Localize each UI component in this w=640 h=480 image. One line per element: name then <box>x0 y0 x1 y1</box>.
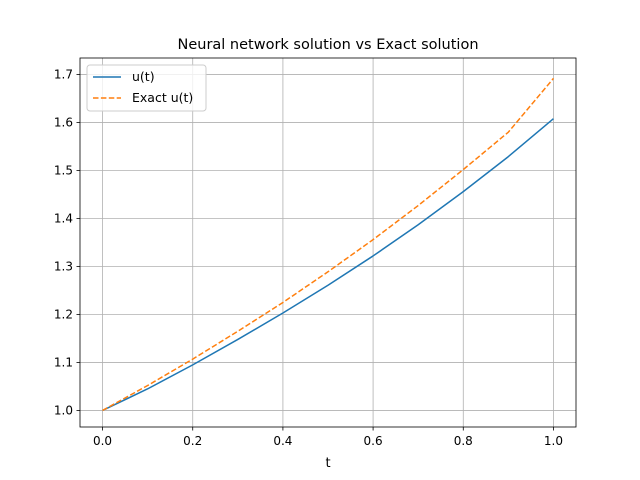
series-line-u <box>102 118 554 412</box>
legend-label-exact: Exact u(t) <box>132 90 193 105</box>
y-tick-label: 1.2 <box>54 307 73 321</box>
series-line-exact <box>102 77 555 412</box>
chart-title: Neural network solution vs Exact solutio… <box>177 37 478 53</box>
x-tick-label: 0.6 <box>364 434 383 448</box>
plot-frame <box>79 57 577 428</box>
x-axis-label: t <box>325 456 330 471</box>
plot-lines <box>102 77 555 412</box>
y-tick-label: 1.5 <box>54 164 73 178</box>
y-tick-label: 1.6 <box>54 116 73 130</box>
x-tick-label: 1.0 <box>544 434 563 448</box>
x-tick-label: 0.2 <box>183 434 202 448</box>
x-tick-label: 0.0 <box>93 434 112 448</box>
x-tick-label: 0.8 <box>454 434 473 448</box>
legend-label-u: u(t) <box>132 69 155 84</box>
y-tick-label: 1.1 <box>54 355 73 369</box>
y-tick-label: 1.0 <box>54 403 73 417</box>
y-axis-ticks: 1.0 1.1 1.2 1.3 1.4 1.5 1.6 1.7 <box>54 68 80 417</box>
y-tick-label: 1.7 <box>54 68 73 82</box>
x-axis-ticks: 0.0 0.2 0.4 0.6 0.8 1.0 <box>93 427 563 448</box>
y-tick-label: 1.3 <box>54 259 73 273</box>
x-tick-label: 0.4 <box>273 434 292 448</box>
y-tick-label: 1.4 <box>54 212 73 226</box>
grid <box>80 58 576 427</box>
legend: u(t) Exact u(t) <box>86 64 207 112</box>
